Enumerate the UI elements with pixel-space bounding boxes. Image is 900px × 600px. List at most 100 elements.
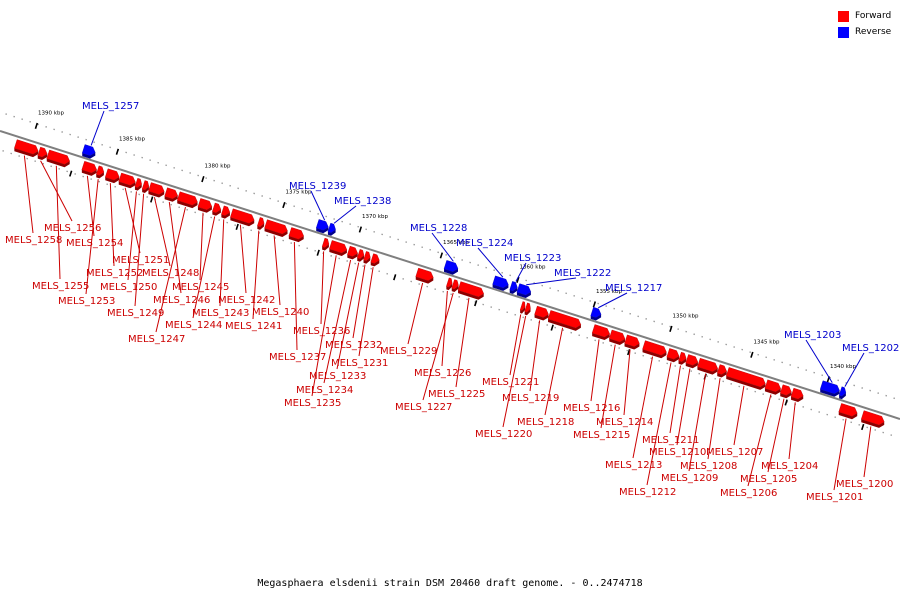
leader-line bbox=[833, 418, 847, 491]
leader-line bbox=[863, 426, 872, 478]
gene-label-forward: MELS_1245 bbox=[172, 282, 229, 293]
gene-arrow-depth bbox=[164, 195, 178, 202]
gene-label-forward: MELS_1241 bbox=[225, 321, 282, 332]
gene-arrow-mels-1239 bbox=[315, 219, 329, 231]
leader-line bbox=[155, 207, 186, 333]
tick-label: 1380 kbp bbox=[205, 164, 231, 170]
legend-forward: Forward bbox=[838, 8, 898, 24]
leader-line bbox=[336, 262, 360, 370]
gene-arrow-depth bbox=[590, 314, 602, 321]
gene-label-forward: MELS_1218 bbox=[517, 417, 574, 428]
gene-arrow-mels-1236 bbox=[321, 237, 330, 248]
tick-label: 1390 kbp bbox=[38, 110, 64, 116]
leader-line bbox=[529, 320, 541, 392]
tick-label: 1370 kbp bbox=[362, 214, 388, 220]
forward-swatch bbox=[838, 10, 849, 22]
gene-label-forward: MELS_1229 bbox=[380, 346, 437, 357]
gene-label-reverse: MELS_1238 bbox=[334, 196, 391, 207]
gene-label-forward: MELS_1231 bbox=[331, 358, 388, 369]
tick-mark bbox=[282, 201, 286, 209]
leader-line bbox=[844, 352, 865, 387]
gene-arrow-depth bbox=[264, 228, 288, 237]
genome-axis bbox=[0, 130, 900, 420]
gene-label-forward: MELS_1234 bbox=[296, 385, 353, 396]
leader-line bbox=[124, 187, 141, 254]
gene-arrow-mels-1227 bbox=[451, 279, 459, 290]
gene-arrow-mels-1255 bbox=[46, 149, 70, 165]
gene-label-forward: MELS_1208 bbox=[680, 461, 737, 472]
legend: Forward Reverse bbox=[838, 8, 898, 40]
gene-arrow-mels-1248 bbox=[148, 182, 165, 195]
gene-label-reverse: MELS_1203 bbox=[784, 330, 841, 341]
gene-arrow-mels-1249 bbox=[141, 180, 150, 191]
leader-line bbox=[199, 212, 204, 281]
gene-arrow-depth bbox=[726, 375, 766, 390]
gene-arrow-mels-1212 bbox=[666, 348, 680, 360]
gene-label-forward: MELS_1227 bbox=[395, 402, 452, 413]
gene-arrow-depth bbox=[764, 388, 781, 395]
gene-arrow-depth bbox=[148, 191, 165, 198]
leader-line bbox=[747, 394, 772, 487]
gene-label-reverse: MELS_1223 bbox=[504, 253, 561, 264]
leader-line bbox=[767, 398, 785, 473]
leader-line bbox=[623, 349, 631, 416]
leader-line bbox=[431, 232, 454, 262]
gene-arrow-depth bbox=[458, 290, 484, 300]
gene-arrow-mels-1219 bbox=[534, 305, 549, 318]
leader-line bbox=[127, 191, 137, 281]
gene-arrow-mels-1252 bbox=[104, 168, 120, 181]
gene-arrow-mels-1231 bbox=[370, 253, 380, 264]
tick-label: 1340 kbp bbox=[830, 364, 856, 370]
gene-arrow-mels-1234 bbox=[347, 245, 358, 257]
leader-line bbox=[509, 314, 522, 376]
gene-arrow-depth bbox=[46, 158, 70, 168]
gene-arrow-mels-1210 bbox=[685, 354, 699, 366]
gene-arrow-mels-1218 bbox=[547, 310, 582, 329]
tick-label: 1345 kbp bbox=[754, 339, 780, 345]
gene-label-forward: MELS_1249 bbox=[107, 308, 164, 319]
gene-arrow-mels-1214 bbox=[624, 334, 640, 347]
gene-arrow-mels-1205 bbox=[779, 384, 792, 396]
gene-label-forward: MELS_1244 bbox=[165, 320, 222, 331]
gene-label-forward: MELS_1235 bbox=[284, 398, 341, 409]
gene-arrow-mels-1206 bbox=[764, 379, 781, 392]
gene-label-forward: MELS_1247 bbox=[128, 334, 185, 345]
gene-arrow-mels-1238 bbox=[327, 222, 336, 233]
gene-label-forward: MELS_1206 bbox=[720, 488, 777, 499]
leader-line bbox=[55, 165, 61, 280]
gene-arrow-depth bbox=[666, 356, 680, 363]
gene-label-forward: MELS_1256 bbox=[44, 223, 101, 234]
leader-line bbox=[407, 282, 424, 345]
gene-label-forward: MELS_1221 bbox=[482, 377, 539, 388]
gene-arrow-mels-1217 bbox=[590, 307, 602, 318]
gene-label-forward: MELS_1225 bbox=[428, 389, 485, 400]
leader-line bbox=[40, 160, 73, 222]
gene-arrow-depth bbox=[415, 276, 434, 284]
gene-arrow-mels-1254 bbox=[81, 160, 97, 174]
gene-label-forward: MELS_1215 bbox=[573, 430, 630, 441]
tick-mark-lower bbox=[150, 196, 154, 203]
gene-label-forward: MELS_1240 bbox=[252, 307, 309, 318]
leader-line bbox=[320, 251, 325, 325]
gene-label-forward: MELS_1201 bbox=[806, 492, 863, 503]
tick-label: 1355 kbp bbox=[596, 289, 622, 295]
gene-label-reverse: MELS_1228 bbox=[410, 223, 467, 234]
leader-line bbox=[90, 110, 105, 146]
gene-arrow-mels-1225 bbox=[457, 281, 484, 297]
leader-line bbox=[310, 190, 326, 221]
gene-label-forward: MELS_1236 bbox=[293, 326, 350, 337]
tick-mark bbox=[439, 252, 444, 259]
gene-label-forward: MELS_1237 bbox=[269, 352, 326, 363]
gene-arrow-mels-1226 bbox=[446, 277, 453, 288]
leader-line bbox=[134, 193, 145, 307]
tick-label: 1375 kbp bbox=[286, 190, 312, 196]
gene-label-forward: MELS_1205 bbox=[740, 474, 797, 485]
gene-label-forward: MELS_1250 bbox=[100, 282, 157, 293]
leader-line bbox=[590, 339, 600, 402]
gene-label-forward: MELS_1210 bbox=[649, 447, 706, 458]
gene-arrow-depth bbox=[697, 366, 718, 375]
leader-line bbox=[153, 197, 171, 267]
tick-mark bbox=[516, 276, 520, 284]
gene-arrow-depth bbox=[14, 148, 39, 158]
